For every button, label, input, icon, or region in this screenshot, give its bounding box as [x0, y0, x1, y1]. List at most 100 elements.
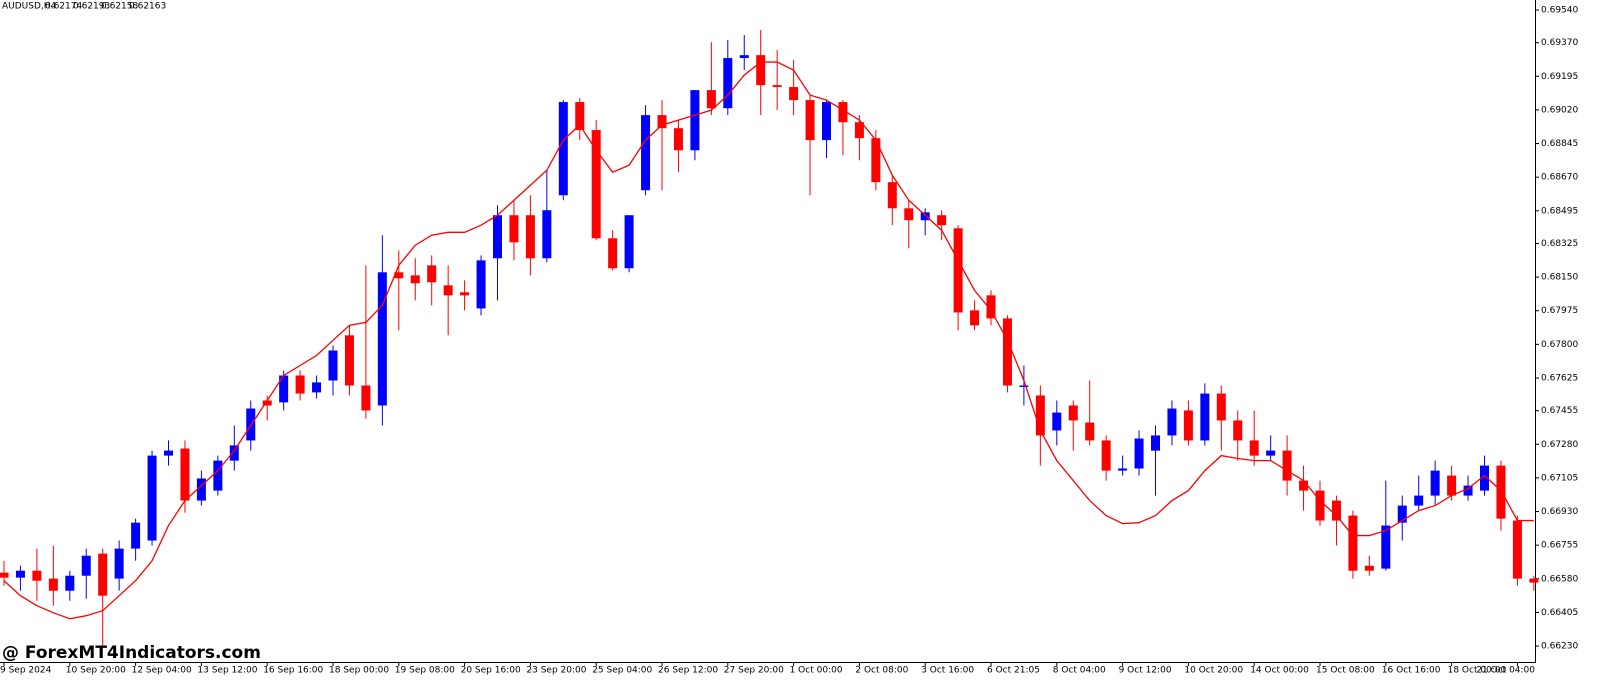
- candle-body: [262, 400, 272, 406]
- y-tick-label: 0.67975: [1541, 306, 1578, 316]
- candle-body: [1035, 395, 1045, 436]
- candle-body: [822, 102, 831, 141]
- candle-body: [164, 450, 173, 456]
- y-tick-label: 0.66230: [1541, 642, 1578, 652]
- header: AUDUSD,H4 0.62174 0.62193 0.62158 0.6216…: [2, 2, 166, 12]
- candle-body: [476, 260, 486, 309]
- candle-body: [65, 575, 75, 591]
- x-tick-label: 6 Oct 21:05: [987, 666, 1040, 676]
- candle-body: [986, 295, 996, 319]
- candle-body: [147, 455, 157, 541]
- candle-body: [591, 130, 601, 239]
- symbol: AUDUSD,H4: [2, 2, 57, 12]
- x-tick-label: 23 Sep 20:00: [526, 666, 586, 676]
- candle-body: [377, 272, 387, 406]
- candle-body: [509, 215, 519, 243]
- moving-average-line: [3, 61, 1534, 620]
- candle-body: [1282, 450, 1292, 481]
- y-tick-label: 0.69370: [1541, 38, 1578, 48]
- y-tick-label: 0.68325: [1541, 239, 1578, 249]
- candle-body: [920, 212, 930, 221]
- candle-body: [1266, 450, 1276, 456]
- candle-body: [953, 228, 963, 313]
- candle-body: [1200, 393, 1210, 441]
- candle-body: [1364, 565, 1374, 571]
- candle-body: [131, 522, 141, 549]
- candle-body: [706, 90, 716, 109]
- y-tick-label: 0.66580: [1541, 574, 1578, 584]
- candle-body: [312, 382, 322, 393]
- x-tick-label: 10 Oct 20:00: [1184, 666, 1243, 676]
- candle-body: [1447, 475, 1457, 496]
- candle-body: [279, 375, 289, 403]
- candle-body: [1183, 410, 1193, 441]
- candle-body: [1397, 505, 1407, 523]
- candle-body: [213, 460, 223, 491]
- x-tick-label: 26 Sep 12:00: [658, 666, 718, 676]
- candle-body: [196, 478, 206, 501]
- candle-body: [772, 85, 782, 88]
- y-tick-label: 0.66405: [1541, 608, 1578, 618]
- candle-body: [937, 215, 947, 226]
- x-tick-label: 8 Oct 04:00: [1053, 666, 1106, 676]
- y-tick-label: 0.66755: [1541, 541, 1578, 551]
- y-tick-label: 0.69020: [1541, 105, 1578, 115]
- candle-body: [871, 138, 881, 183]
- candle-body: [1299, 480, 1309, 491]
- y-tick-label: 0.68495: [1541, 206, 1578, 216]
- candle-body: [493, 215, 502, 259]
- quote-open: 0.62174: [45, 2, 82, 12]
- candle-body: [1512, 520, 1522, 579]
- candle-body: [1101, 440, 1111, 471]
- candle-body: [1496, 465, 1506, 519]
- candle-body: [361, 385, 371, 411]
- candle-body: [328, 350, 338, 381]
- candle-body: [887, 182, 897, 209]
- y-tick-label: 0.68845: [1541, 139, 1578, 149]
- candle-body: [756, 55, 766, 86]
- x-tick-label: 16 Sep 16:00: [263, 666, 323, 676]
- candle-body: [0, 572, 9, 578]
- candle-body: [410, 275, 420, 284]
- x-tick-label: 10 Sep 20:00: [66, 666, 126, 676]
- x-tick-label: 27 Sep 20:00: [724, 666, 784, 676]
- candle-body: [673, 128, 683, 151]
- candle-body: [15, 570, 25, 578]
- candle-body: [1019, 385, 1029, 387]
- x-tick-label: 2 Oct 08:00: [855, 666, 908, 676]
- candle-body: [443, 285, 453, 296]
- candle-body: [344, 335, 354, 386]
- x-tick-label: 21 Oct 04:00: [1476, 666, 1535, 676]
- candle-body: [690, 90, 700, 151]
- x-tick-label: 13 Sep 12:00: [197, 666, 257, 676]
- candle-body: [904, 208, 914, 221]
- y-tick-label: 0.67625: [1541, 373, 1578, 383]
- x-tick-label: 1 Oct 00:00: [790, 666, 843, 676]
- candle-body: [1529, 578, 1539, 583]
- candle-body: [1068, 405, 1078, 421]
- candle-body: [525, 215, 535, 259]
- x-tick-label: 9 Oct 12:00: [1119, 666, 1172, 676]
- y-tick-label: 0.69195: [1541, 72, 1578, 82]
- candle-body: [1315, 490, 1325, 521]
- candle-body: [81, 555, 91, 576]
- candle-body: [1233, 420, 1243, 441]
- x-tick-label: 9 Sep 2024: [0, 666, 52, 676]
- y-tick-label: 0.68670: [1541, 173, 1578, 183]
- candle-body: [789, 87, 799, 101]
- candle-body: [657, 115, 667, 129]
- candle-body: [624, 215, 634, 269]
- candle-body: [1331, 500, 1341, 521]
- x-tick-label: 12 Sep 04:00: [132, 666, 192, 676]
- candle-body: [1480, 465, 1489, 491]
- candle-body: [608, 238, 618, 269]
- candle-body: [1463, 485, 1473, 496]
- candle-body: [98, 553, 108, 596]
- candle-body: [1430, 470, 1440, 496]
- y-tick-label: 0.67455: [1541, 406, 1578, 416]
- candle-body: [1151, 435, 1160, 451]
- candle-body: [641, 115, 651, 191]
- x-tick-label: 20 Sep 16:00: [461, 666, 521, 676]
